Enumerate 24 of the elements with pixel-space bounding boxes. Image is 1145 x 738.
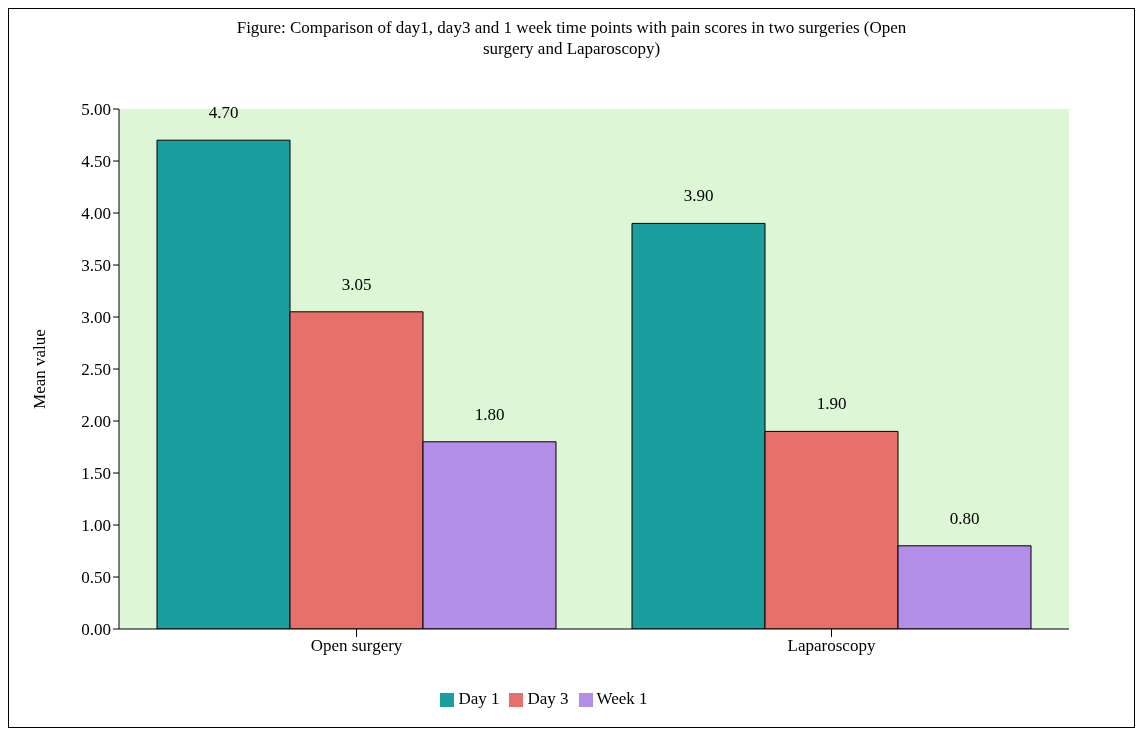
x-tick-label: Laparoscopy: [787, 636, 876, 656]
data-label: 1.80: [474, 404, 505, 424]
data-label: 3.90: [683, 186, 714, 206]
y-tick-label: 3.50: [81, 256, 111, 276]
data-label: 3.05: [341, 274, 372, 294]
data-label: 1.90: [816, 394, 847, 414]
y-tick-label: 4.50: [81, 152, 111, 172]
y-tick-label: 2.50: [81, 360, 111, 380]
y-tick-label: 5.00: [81, 100, 111, 120]
legend-label: Day 3: [527, 689, 569, 708]
y-tick-label: 1.00: [81, 516, 111, 536]
chart-title: Figure: Comparison of day1, day3 and 1 week time points with pain scores in two surgeries (Open surgery and Laparoscopy): [235, 17, 908, 59]
y-tick-label: 1.50: [81, 464, 111, 484]
data-label: 4.70: [208, 103, 239, 123]
y-tick-label: 0.00: [81, 620, 111, 640]
y-tick-label: 3.00: [81, 308, 111, 328]
legend-label: Day 1: [458, 689, 500, 708]
data-label: 0.80: [949, 508, 980, 528]
y-axis-title: Mean value: [30, 329, 50, 409]
y-tick-label: 2.00: [81, 412, 111, 432]
y-tick-label: 4.00: [81, 204, 111, 224]
y-tick-label: 0.50: [81, 568, 111, 588]
x-tick-label: Open surgery: [310, 636, 403, 656]
legend-label: Week 1: [596, 689, 648, 708]
